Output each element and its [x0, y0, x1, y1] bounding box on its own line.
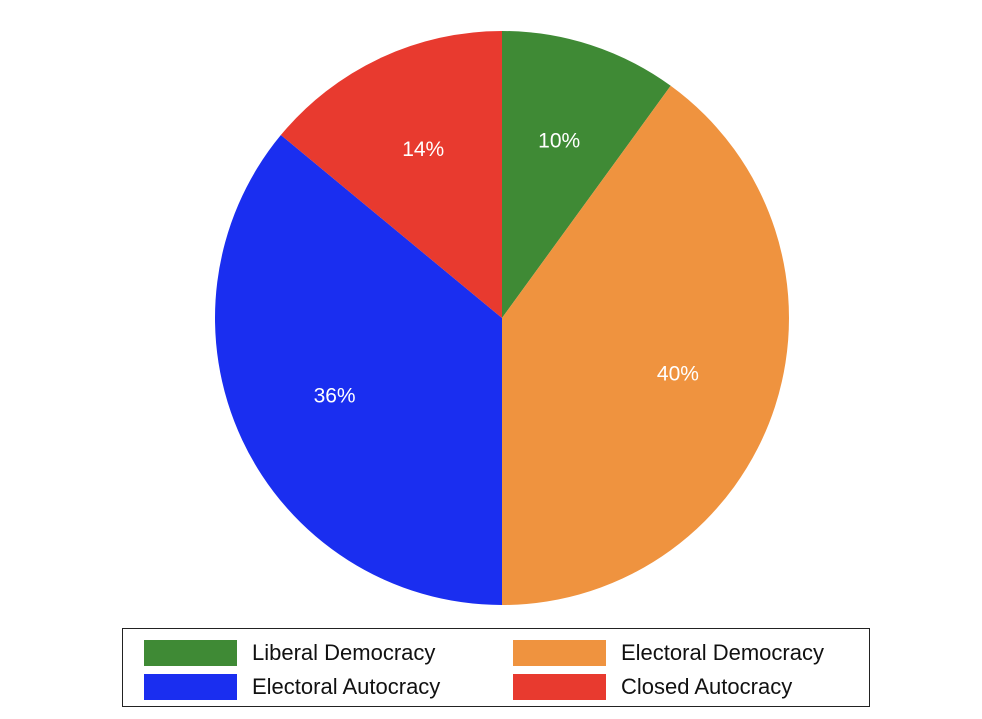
legend: Liberal Democracy Electoral Democracy El…: [122, 628, 870, 707]
legend-swatch-liberal-democracy: [144, 640, 237, 666]
legend-swatch-electoral-autocracy: [144, 674, 237, 700]
slice-label-closed-autocracy: 14%: [402, 138, 444, 161]
pie-slice-liberal-democracy: [502, 31, 671, 318]
legend-item-electoral-autocracy: Electoral Autocracy: [144, 674, 440, 700]
pie-slice-closed-autocracy: [280, 30, 502, 318]
legend-item-liberal-democracy: Liberal Democracy: [144, 640, 435, 666]
legend-swatch-electoral-democracy: [513, 640, 606, 666]
legend-swatch-closed-autocracy: [513, 674, 606, 700]
pie-slice-electoral-democracy: [502, 85, 790, 605]
legend-label-liberal-democracy: Liberal Democracy: [252, 640, 436, 665]
legend-item-electoral-democracy: Electoral Democracy: [513, 640, 824, 666]
legend-label-closed-autocracy: Closed Autocracy: [621, 674, 793, 699]
pie-slice-electoral-autocracy: [214, 135, 502, 605]
legend-label-electoral-autocracy: Electoral Autocracy: [252, 674, 441, 699]
slice-label-electoral-democracy: 40%: [657, 363, 699, 386]
slice-label-electoral-autocracy: 36%: [314, 384, 356, 407]
legend-label-electoral-democracy: Electoral Democracy: [621, 640, 824, 665]
legend-item-closed-autocracy: Closed Autocracy: [513, 674, 792, 700]
slice-label-liberal-democracy: 10%: [538, 130, 580, 153]
